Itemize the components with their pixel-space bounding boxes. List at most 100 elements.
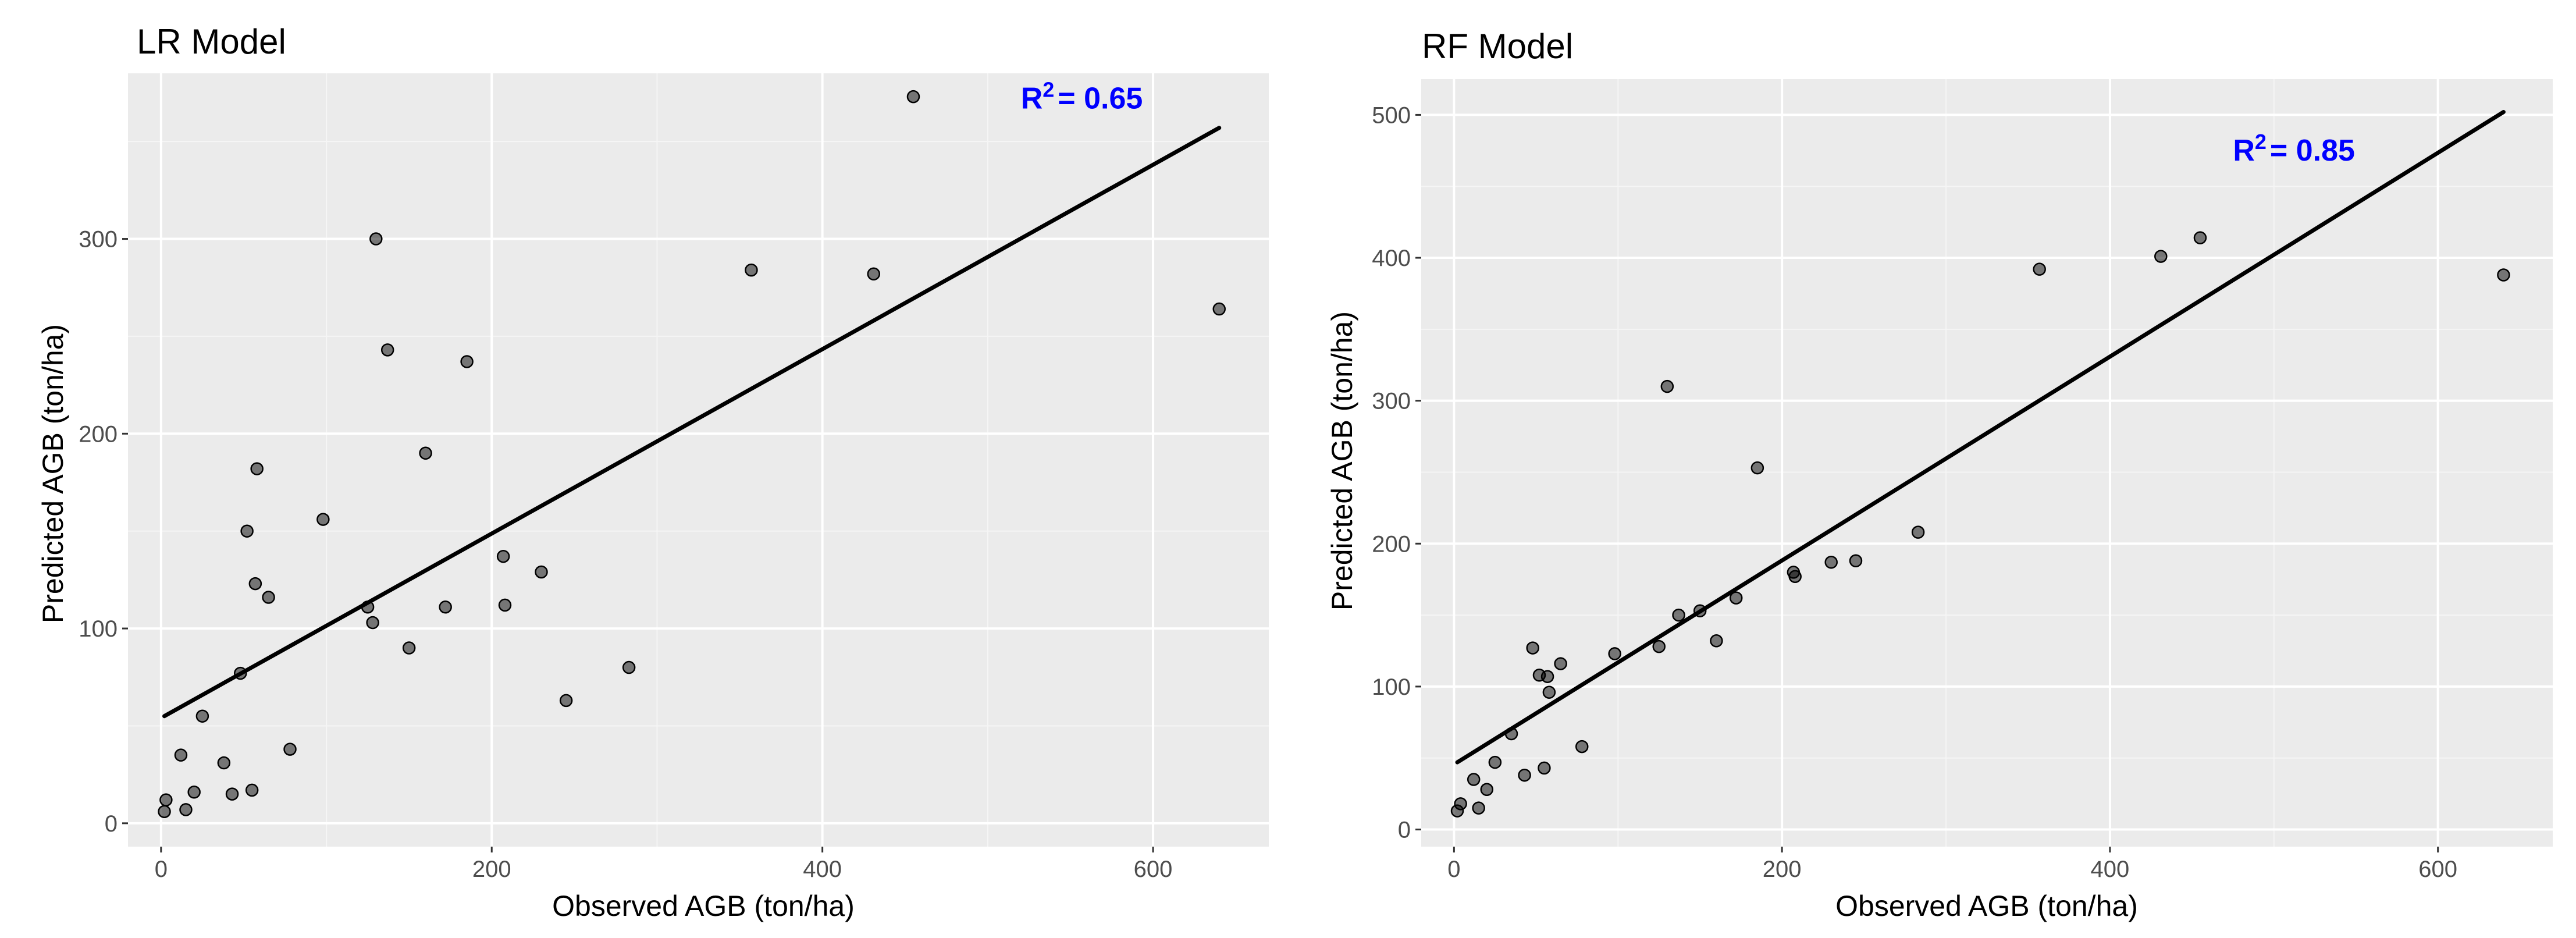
data-point	[419, 446, 432, 460]
data-point	[1542, 685, 1556, 699]
plot-area	[128, 73, 1269, 847]
data-point	[316, 513, 330, 526]
r2-value: = 0.85	[2270, 134, 2355, 168]
data-point	[1526, 641, 1539, 655]
x-axis-title: Observed AGB (ton/ha)	[1835, 890, 2138, 922]
data-point	[2033, 262, 2046, 276]
data-point	[225, 787, 239, 801]
data-point	[1672, 608, 1685, 622]
data-point	[2154, 250, 2168, 263]
plot-area	[1421, 79, 2553, 847]
y-tick-label: 300	[79, 227, 118, 253]
data-point	[159, 793, 173, 806]
data-point	[622, 660, 636, 674]
x-tick-label: 600	[2418, 857, 2457, 882]
r2-label: R	[1021, 81, 1043, 115]
chart-title: LR Model	[137, 22, 286, 61]
data-point	[1660, 379, 1674, 393]
data-point	[1911, 525, 1925, 539]
x-tick-label: 600	[1134, 857, 1173, 882]
data-point	[559, 694, 573, 708]
data-point	[1554, 657, 1567, 670]
data-point	[439, 600, 452, 614]
data-point	[496, 549, 510, 563]
rf-model-chart: RF Model Observed AGB (ton/ha) Predicted…	[1288, 0, 2576, 938]
y-tick-label: 0	[1398, 818, 1411, 843]
y-tick-label: 200	[1372, 531, 1411, 557]
data-point	[1788, 570, 1802, 584]
data-point	[195, 709, 209, 723]
panel-background	[128, 73, 1269, 847]
data-point	[1467, 773, 1481, 786]
data-point	[906, 90, 920, 104]
r2-label: R	[2233, 134, 2255, 168]
data-point	[1824, 555, 1838, 569]
r2-superscript: 2	[1043, 77, 1054, 101]
data-point	[1750, 461, 1764, 475]
fit-line	[162, 126, 1222, 719]
data-point	[366, 616, 379, 630]
y-tick-label: 200	[79, 421, 118, 447]
data-point	[402, 641, 416, 655]
data-point	[1540, 670, 1554, 683]
data-point	[240, 524, 254, 538]
y-tick-label: 100	[1372, 674, 1411, 700]
data-point	[1472, 801, 1485, 815]
data-point	[1608, 647, 1621, 660]
y-tick-label: 400	[1372, 246, 1411, 271]
data-point	[1849, 554, 1863, 568]
rf-scatter-plot: RF Model Observed AGB (ton/ha) Predicted…	[1326, 27, 2553, 922]
data-point	[1518, 768, 1531, 782]
data-point	[1212, 302, 1226, 316]
x-tick-label: 0	[1447, 857, 1460, 882]
r2-annotation: R2 = 0.85	[2233, 130, 2355, 168]
y-tick-label: 100	[79, 616, 118, 642]
x-axis-title: Observed AGB (ton/ha)	[552, 890, 855, 922]
data-point	[174, 748, 188, 762]
data-point	[158, 805, 171, 818]
data-point	[1538, 761, 1551, 775]
data-point	[1488, 755, 1502, 769]
r2-superscript: 2	[2255, 130, 2267, 154]
data-point	[1710, 634, 1723, 648]
data-point	[283, 742, 297, 756]
data-point	[262, 591, 275, 604]
data-point	[745, 263, 758, 277]
data-point	[248, 577, 262, 591]
y-tick-label: 0	[105, 811, 118, 837]
data-point	[179, 803, 193, 816]
data-point	[380, 343, 394, 357]
r2-value: = 0.65	[1058, 81, 1143, 115]
data-point	[1454, 797, 1467, 811]
x-tick-label: 200	[1763, 857, 1802, 882]
lr-model-chart: LR Model Observed AGB (ton/ha) Predicted…	[37, 22, 1269, 922]
x-tick-label: 400	[2091, 857, 2130, 882]
y-tick-label: 500	[1372, 102, 1411, 128]
data-point	[187, 786, 201, 799]
data-point	[369, 232, 383, 246]
data-point	[2497, 268, 2510, 282]
data-point	[1575, 740, 1589, 754]
y-tick-label: 300	[1372, 389, 1411, 414]
data-point	[460, 355, 474, 368]
data-point	[217, 756, 231, 770]
chart-title: RF Model	[1422, 27, 1573, 66]
data-point	[1729, 591, 1743, 605]
x-tick-label: 200	[472, 857, 511, 882]
data-point	[1480, 783, 1494, 797]
fit-line	[1455, 109, 2506, 765]
data-point	[498, 598, 512, 612]
data-point	[2193, 231, 2207, 244]
data-point	[250, 462, 264, 475]
data-point	[245, 783, 259, 797]
x-tick-label: 0	[155, 857, 168, 882]
data-point	[535, 565, 548, 579]
panel-background	[1421, 79, 2553, 847]
data-point	[1652, 639, 1666, 653]
y-axis-title: Predicted AGB (ton/ha)	[37, 324, 69, 623]
data-point	[867, 267, 881, 281]
lr-scatter-plot: LR Model Observed AGB (ton/ha) Predicted…	[37, 22, 1269, 922]
r2-annotation: R2 = 0.65	[1021, 77, 1143, 115]
x-tick-label: 400	[803, 857, 842, 882]
y-axis-title: Predicted AGB (ton/ha)	[1326, 311, 1358, 610]
